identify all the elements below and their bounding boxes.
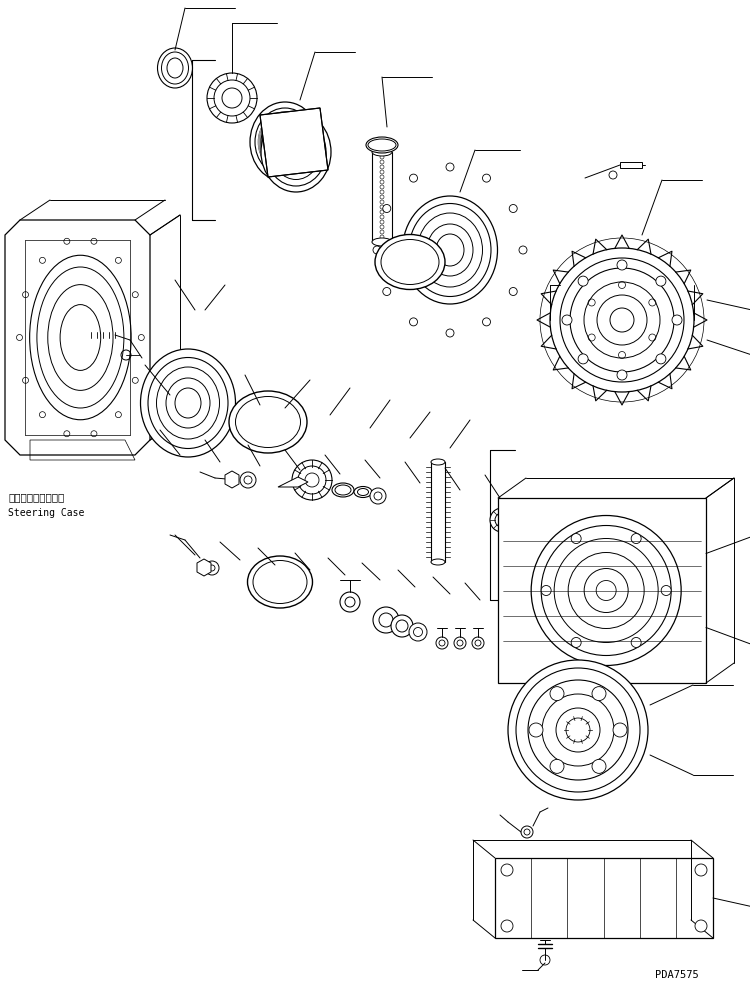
Circle shape	[560, 258, 684, 382]
Text: ステアリングケース: ステアリングケース	[8, 492, 64, 502]
Ellipse shape	[332, 483, 354, 497]
Circle shape	[138, 335, 144, 341]
Circle shape	[592, 759, 606, 774]
Circle shape	[632, 637, 641, 647]
Ellipse shape	[366, 137, 398, 153]
Ellipse shape	[229, 391, 307, 453]
Circle shape	[292, 460, 332, 500]
Ellipse shape	[372, 238, 392, 246]
Circle shape	[617, 370, 627, 380]
Ellipse shape	[431, 559, 445, 565]
Polygon shape	[498, 498, 706, 683]
Circle shape	[613, 723, 627, 737]
Circle shape	[519, 246, 527, 254]
Circle shape	[540, 238, 704, 402]
Circle shape	[529, 723, 543, 737]
Circle shape	[409, 623, 427, 641]
Circle shape	[509, 204, 518, 212]
Ellipse shape	[248, 556, 313, 608]
Circle shape	[617, 260, 627, 270]
Circle shape	[373, 607, 399, 633]
Polygon shape	[197, 559, 211, 576]
Circle shape	[454, 637, 466, 649]
Polygon shape	[620, 162, 642, 168]
Text: PDA7575: PDA7575	[655, 970, 699, 980]
Circle shape	[578, 276, 588, 286]
Circle shape	[592, 686, 606, 700]
Ellipse shape	[431, 459, 445, 465]
Circle shape	[16, 335, 22, 341]
Polygon shape	[431, 462, 445, 562]
Circle shape	[40, 411, 46, 417]
Circle shape	[501, 920, 513, 932]
Circle shape	[632, 533, 641, 544]
Circle shape	[373, 246, 381, 254]
Circle shape	[22, 292, 28, 298]
Circle shape	[91, 239, 97, 245]
Circle shape	[370, 488, 386, 504]
Circle shape	[501, 864, 513, 876]
Circle shape	[656, 276, 666, 286]
Circle shape	[446, 163, 454, 171]
Circle shape	[340, 592, 360, 612]
Polygon shape	[372, 152, 392, 242]
Ellipse shape	[158, 48, 193, 88]
Circle shape	[240, 472, 256, 488]
Circle shape	[550, 686, 564, 700]
Circle shape	[132, 292, 138, 298]
Circle shape	[531, 516, 681, 666]
Circle shape	[116, 411, 122, 417]
Circle shape	[40, 257, 46, 263]
Circle shape	[672, 315, 682, 325]
Circle shape	[572, 637, 581, 647]
Circle shape	[410, 174, 418, 182]
Circle shape	[490, 508, 514, 532]
Circle shape	[695, 864, 707, 876]
Circle shape	[662, 585, 671, 595]
Ellipse shape	[250, 102, 320, 182]
Ellipse shape	[403, 196, 497, 304]
Circle shape	[382, 204, 391, 212]
Ellipse shape	[372, 148, 392, 156]
Ellipse shape	[261, 112, 331, 192]
Circle shape	[695, 920, 707, 932]
Circle shape	[472, 637, 484, 649]
Circle shape	[436, 637, 448, 649]
Circle shape	[482, 318, 490, 326]
Circle shape	[578, 354, 588, 364]
Circle shape	[64, 239, 70, 245]
Polygon shape	[278, 477, 308, 487]
Ellipse shape	[140, 349, 236, 457]
Circle shape	[508, 660, 648, 800]
Text: Steering Case: Steering Case	[8, 508, 84, 518]
Polygon shape	[260, 108, 328, 177]
Circle shape	[656, 354, 666, 364]
Circle shape	[207, 73, 257, 123]
Circle shape	[482, 174, 490, 182]
Circle shape	[550, 759, 564, 774]
Circle shape	[64, 431, 70, 437]
Polygon shape	[5, 220, 150, 455]
Polygon shape	[225, 471, 239, 488]
Circle shape	[205, 561, 219, 575]
Circle shape	[391, 615, 413, 637]
Circle shape	[91, 431, 97, 437]
Circle shape	[446, 329, 454, 337]
Circle shape	[116, 257, 122, 263]
Circle shape	[521, 826, 533, 838]
Ellipse shape	[30, 255, 131, 419]
Circle shape	[382, 288, 391, 296]
Circle shape	[22, 377, 28, 383]
Circle shape	[562, 315, 572, 325]
Circle shape	[410, 318, 418, 326]
Circle shape	[542, 585, 551, 595]
Polygon shape	[495, 858, 713, 938]
Circle shape	[572, 533, 581, 544]
Ellipse shape	[375, 235, 445, 290]
Circle shape	[509, 288, 518, 296]
Circle shape	[132, 377, 138, 383]
Ellipse shape	[354, 486, 372, 498]
